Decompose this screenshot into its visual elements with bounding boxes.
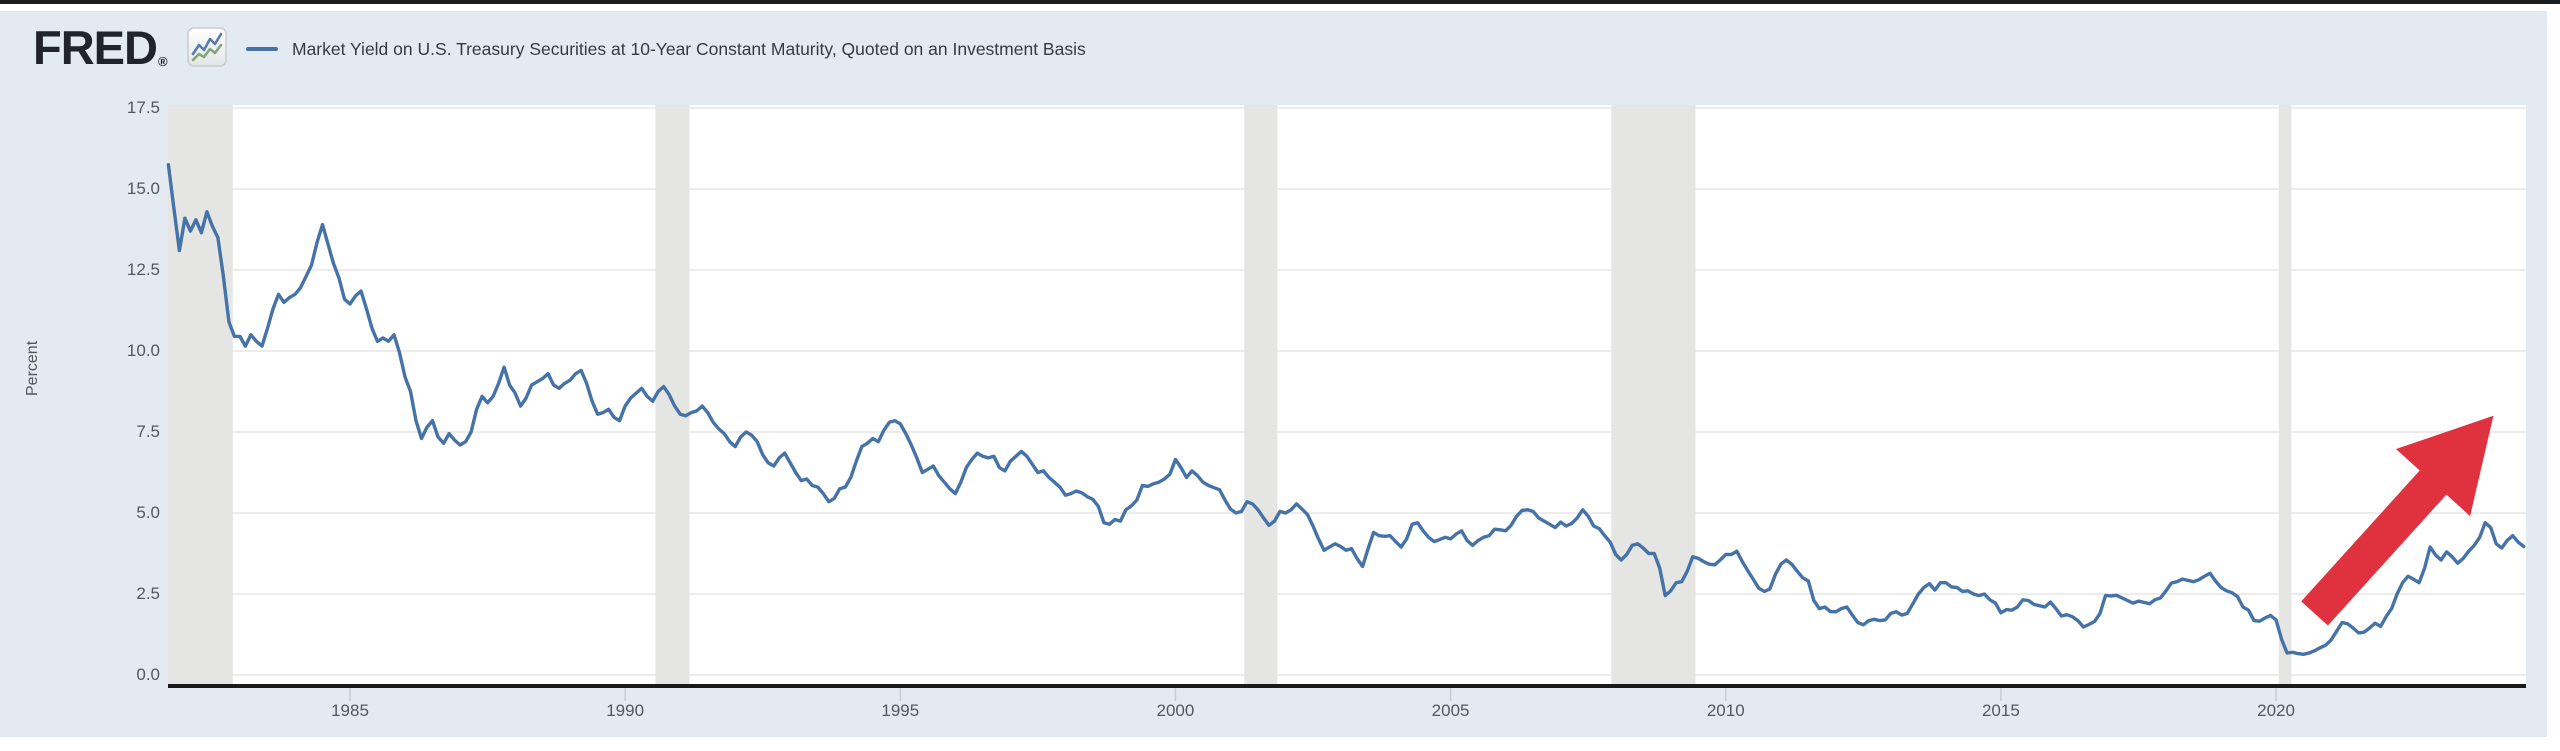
x-tick-label: 1985 <box>331 701 369 720</box>
recession-band <box>1611 105 1696 684</box>
legend-line-swatch <box>246 47 278 51</box>
x-tick-label: 2020 <box>2257 701 2295 720</box>
y-tick-label: 12.5 <box>126 260 160 279</box>
fred-logo[interactable]: FRED® <box>33 20 168 75</box>
yield-line <box>166 163 2526 656</box>
x-tick-label: 1990 <box>606 701 645 720</box>
recession-band <box>655 105 690 684</box>
y-tick-label: 0.0 <box>136 665 160 684</box>
x-tick-label: 1995 <box>881 701 920 720</box>
x-tick-label: 2010 <box>1706 701 1745 720</box>
y-tick-label: 7.5 <box>136 422 160 441</box>
x-axis-line <box>168 684 2526 688</box>
y-tick-label: 17.5 <box>126 98 160 117</box>
x-tick-label: 2005 <box>1431 701 1470 720</box>
fred-logo-chart-icon <box>187 27 227 67</box>
series-legend-label[interactable]: Market Yield on U.S. Treasury Securities… <box>292 38 1086 59</box>
y-tick-label: 15.0 <box>126 179 160 198</box>
trend-arrow <box>2301 415 2494 626</box>
top-border <box>0 0 2560 4</box>
chart-header: FRED® Market Yield on U.S. Treasury Secu… <box>0 11 2547 105</box>
x-tick-label: 2000 <box>1156 701 1195 720</box>
recession-band <box>1244 105 1278 684</box>
fred-logo-text: FRED <box>33 21 158 74</box>
chart-legend: Market Yield on U.S. Treasury Securities… <box>246 37 1086 61</box>
y-tick-label: 10.0 <box>126 341 160 360</box>
x-tick-label: 2015 <box>1981 701 2020 720</box>
y-tick-label: 2.5 <box>136 584 160 603</box>
plot-area[interactable] <box>168 105 2526 684</box>
recession-band <box>168 105 233 684</box>
registered-trademark: ® <box>157 54 168 69</box>
recession-band <box>2278 105 2292 684</box>
y-tick-label: 5.0 <box>136 503 160 522</box>
